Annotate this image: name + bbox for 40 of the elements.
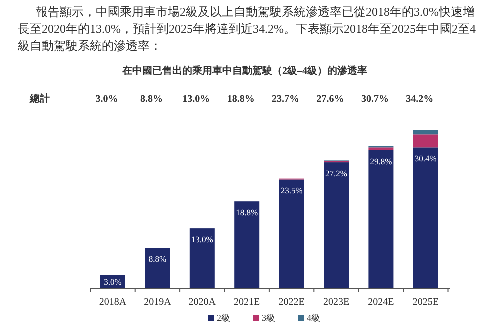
text: 23.7% [272,94,300,105]
text: 34.2% [406,94,434,105]
x-tick-label: 2025E [412,297,439,308]
text: 8.8% [140,94,163,105]
x-tick-label: 2023E [323,297,350,308]
data-label: 29.8% [370,156,392,166]
bar [324,162,349,289]
text: 30.7% [361,94,389,105]
x-tick-label: 2024E [368,297,394,308]
x-tick-label: 2018A [99,297,128,308]
data-label: 8.8% [148,254,167,264]
data-label: 27.2% [326,168,348,179]
text: 18.8% [227,94,255,105]
text: 3.0% [96,94,118,105]
text: 13.0% [182,94,210,105]
text: 報告顯示，中國乘用車市場2級及以上自動駕駛系統滲透率已從2018年的3.0%快速增長至2020年的13.0%，預計到2025年將達到近34.2%。下表顯示2018年至2025年中國2至4級自動駕駛系統的滲透率： [18,4,477,55]
legend-label: 2級 [217,313,230,323]
legend-label: 4級 [307,313,320,323]
bar [368,148,394,150]
text: 27.6% [316,94,344,105]
bar [368,150,394,289]
bar [190,228,215,289]
bar [413,148,438,289]
bar [279,180,304,289]
text: 總計 [29,93,50,105]
bar [413,130,438,135]
x-tick-label: 2020A [188,297,217,308]
data-label: 3.0% [104,277,122,288]
bar [234,202,260,289]
bar [145,248,170,289]
x-tick-label: 2021E [234,297,260,308]
legend-label: 3級 [262,313,276,323]
data-label: 30.4% [414,154,437,164]
chart-title: 在中國已售出的乘用車中自動駕駛（2級–4級）的滲透率 [122,65,368,77]
bar [413,134,438,148]
data-label: 18.8% [236,208,258,218]
x-tick-label: 2022E [278,297,305,308]
data-label: 23.5% [280,186,303,196]
data-label: 13.0% [191,234,214,245]
x-tick-label: 2019A [144,297,172,308]
